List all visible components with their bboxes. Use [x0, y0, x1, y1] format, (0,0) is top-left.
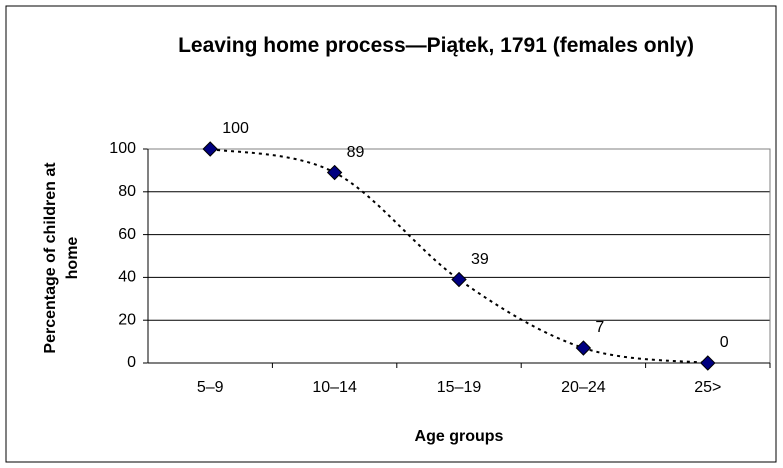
data-label: 0 — [720, 334, 729, 351]
y-tick-label: 20 — [118, 311, 136, 328]
marker — [451, 271, 467, 288]
x-tick-label: 5–9 — [197, 379, 224, 396]
y-tick-label: 40 — [118, 269, 136, 286]
x-tick-label: 15–19 — [437, 379, 482, 396]
y-tick-label: 100 — [109, 140, 136, 157]
marker — [575, 340, 592, 356]
marker — [326, 164, 343, 181]
x-tick-label: 25> — [694, 379, 721, 396]
data-label: 89 — [347, 144, 365, 161]
chart-border — [5, 5, 777, 463]
y-tick-label: 60 — [118, 226, 136, 243]
y-tick-label: 0 — [127, 354, 136, 371]
marker — [202, 141, 218, 157]
y-axis-label: Percentage of children at home — [42, 162, 81, 354]
x-axis-label: Age groups — [415, 428, 504, 445]
line — [210, 148, 708, 364]
marker — [700, 355, 716, 371]
x-tick-label: 20–24 — [561, 379, 606, 396]
chart-title: Leaving home process—Piątek, 1791 (femal… — [178, 34, 694, 57]
x-tick-label: 10–14 — [312, 379, 357, 396]
data-label: 39 — [471, 251, 489, 268]
y-tick-label: 80 — [118, 183, 136, 200]
data-label: 100 — [222, 120, 249, 137]
data-label: 7 — [595, 319, 604, 336]
